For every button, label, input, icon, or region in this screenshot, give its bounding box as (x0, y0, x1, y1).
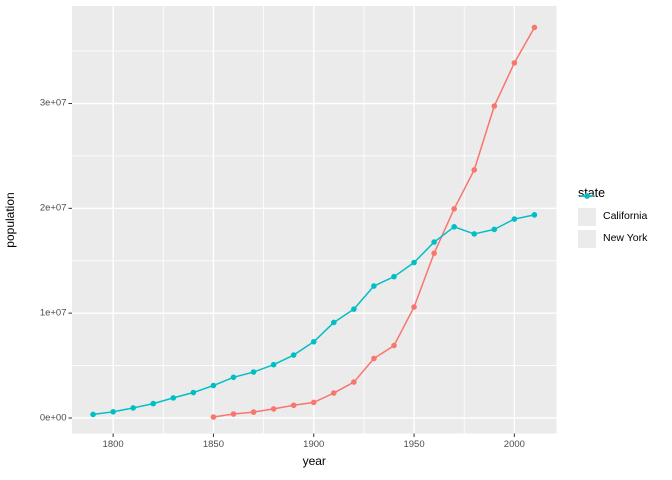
data-point (230, 411, 237, 417)
data-point (250, 369, 257, 375)
data-point (451, 224, 457, 230)
data-point (270, 406, 277, 412)
data-point (150, 400, 157, 407)
legend-label-california: California (603, 210, 648, 223)
data-point (310, 399, 317, 406)
x-axis-title: year (302, 454, 326, 468)
data-point (90, 411, 96, 418)
data-point (230, 374, 237, 381)
data-point (290, 352, 297, 358)
data-point (331, 319, 337, 326)
major-gridlines (72, 6, 557, 434)
series-points-california (210, 24, 538, 420)
data-point (371, 283, 377, 289)
series-points-new-york (90, 212, 538, 418)
legend-label-new-york: New York (603, 232, 648, 245)
data-point (170, 395, 177, 401)
data-point (110, 409, 116, 415)
y-axis-title: population (3, 192, 17, 248)
data-point (471, 167, 478, 173)
axis-tick-marks (68, 102, 515, 437)
data-point (531, 24, 538, 31)
data-point (411, 259, 417, 266)
data-point (471, 231, 478, 237)
legend-key-glyph-icon (579, 193, 595, 199)
data-point (130, 405, 136, 411)
data-point (210, 382, 217, 389)
data-point (270, 361, 277, 368)
data-point (331, 390, 337, 396)
data-point (351, 306, 357, 312)
legend-entries: California New York (578, 193, 648, 248)
data-point (391, 273, 397, 280)
legend-key-california (578, 193, 596, 226)
legend: state California New York (578, 187, 647, 252)
data-point (310, 338, 317, 345)
data-point (451, 206, 457, 212)
data-point (491, 103, 498, 109)
data-point (511, 60, 518, 66)
legend-entry-new-york: New York (578, 193, 648, 248)
data-point (290, 402, 297, 409)
legend-entry-california: California (578, 193, 648, 226)
data-point (250, 409, 257, 415)
data-point (391, 342, 397, 349)
data-point (531, 212, 538, 218)
data-point (491, 226, 498, 233)
data-point (190, 389, 197, 396)
data-point (431, 239, 437, 245)
data-point (511, 216, 518, 222)
data-point (351, 379, 357, 385)
data-point (431, 250, 437, 257)
data-point (210, 414, 217, 420)
data-point (411, 304, 417, 310)
data-point (371, 355, 377, 362)
legend-key-new-york (578, 193, 596, 248)
